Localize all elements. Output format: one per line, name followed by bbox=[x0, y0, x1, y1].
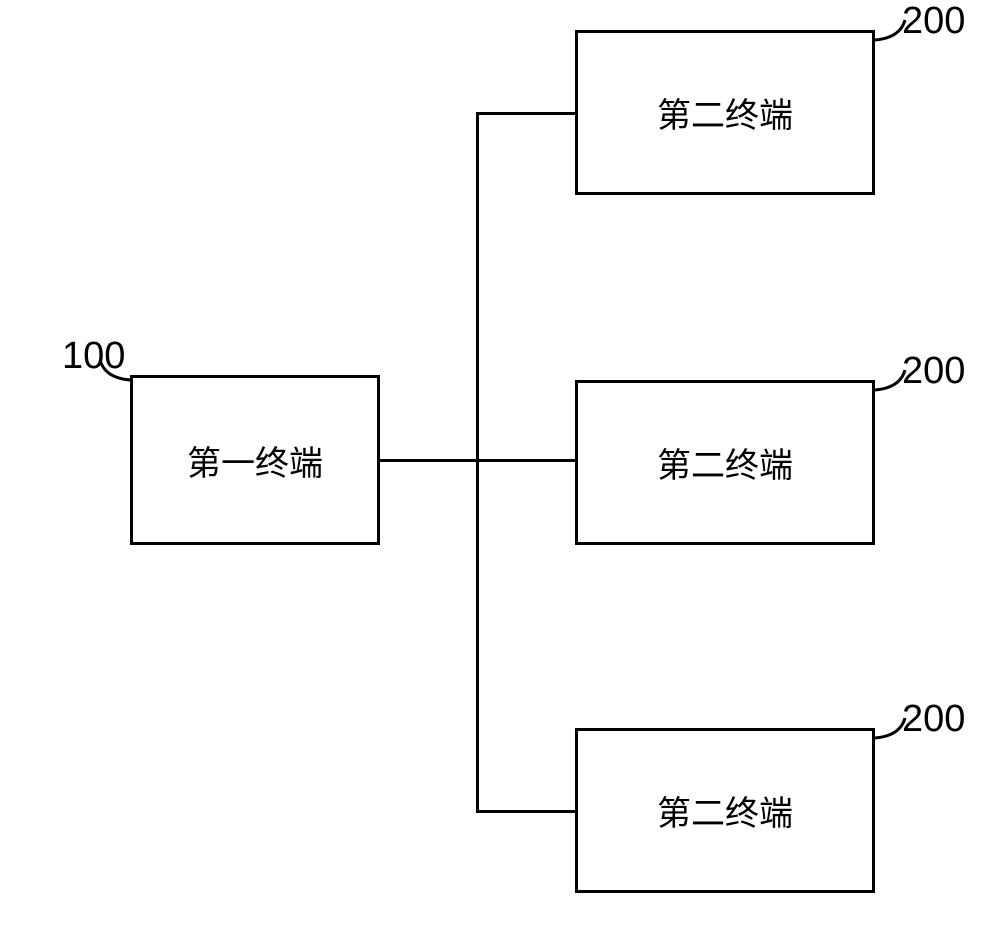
callout-label-n2c: 200 bbox=[902, 698, 965, 741]
callout-arc-n2c bbox=[0, 0, 1000, 940]
callout-text: 200 bbox=[902, 698, 965, 740]
diagram-canvas: 第一终端 100 第二终端 200 第二终端 200 第二终端 200 bbox=[0, 0, 1000, 940]
